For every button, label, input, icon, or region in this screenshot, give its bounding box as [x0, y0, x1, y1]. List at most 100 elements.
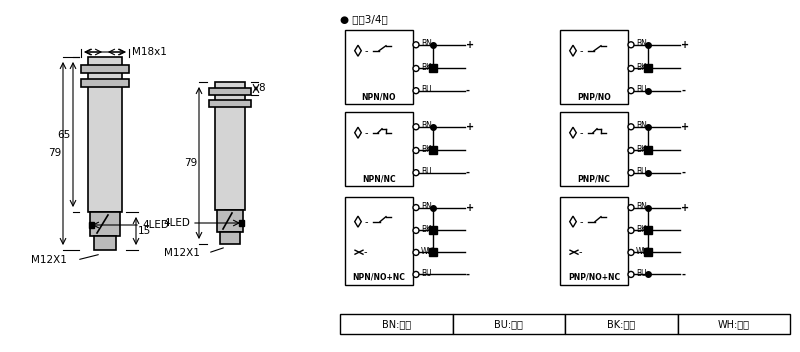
Text: BU: BU: [636, 85, 646, 94]
Text: PNP/NO+NC: PNP/NO+NC: [568, 273, 620, 282]
Bar: [560, 30, 628, 104]
Text: WH: WH: [421, 247, 434, 256]
Text: BN: BN: [636, 202, 647, 211]
Text: -: -: [681, 269, 685, 279]
Text: ● 直流3/4线: ● 直流3/4线: [340, 14, 388, 24]
Text: NPN/NO+NC: NPN/NO+NC: [353, 273, 406, 282]
Text: +: +: [466, 40, 474, 50]
Text: BK: BK: [636, 225, 646, 234]
Bar: [89, 222, 94, 228]
Text: BU:兰色: BU:兰色: [494, 319, 523, 329]
Bar: [644, 64, 652, 73]
Circle shape: [413, 42, 419, 48]
Text: BK: BK: [636, 145, 646, 154]
Text: BU: BU: [421, 167, 432, 176]
Circle shape: [628, 42, 634, 48]
Circle shape: [628, 170, 634, 176]
Bar: [88, 57, 122, 212]
Text: -: -: [466, 168, 470, 178]
Bar: [644, 146, 652, 155]
Text: -: -: [681, 86, 685, 96]
Circle shape: [413, 88, 419, 94]
Text: 79: 79: [48, 149, 61, 158]
Text: -: -: [580, 216, 583, 227]
Text: BU: BU: [636, 167, 646, 176]
Bar: [560, 197, 628, 285]
Bar: [215, 82, 245, 210]
Text: PNP/NC: PNP/NC: [578, 174, 610, 183]
Bar: [429, 64, 437, 73]
Circle shape: [628, 205, 634, 210]
Text: NPN/NC: NPN/NC: [362, 174, 396, 183]
Text: BN:棕色: BN:棕色: [382, 319, 411, 329]
Text: BU: BU: [421, 269, 432, 278]
Text: +: +: [681, 122, 689, 132]
Text: BK: BK: [421, 225, 431, 234]
Text: BN: BN: [421, 121, 432, 130]
Text: BU: BU: [636, 269, 646, 278]
Bar: [94, 236, 116, 250]
Text: -: -: [364, 247, 367, 257]
Text: BK: BK: [421, 63, 431, 72]
Text: 4LED: 4LED: [163, 218, 190, 228]
Bar: [644, 226, 652, 234]
Circle shape: [413, 170, 419, 176]
Text: 65: 65: [58, 130, 71, 139]
Circle shape: [413, 205, 419, 210]
Text: -: -: [580, 128, 583, 138]
Text: M18x1: M18x1: [132, 47, 167, 57]
Text: 8: 8: [258, 83, 265, 93]
Bar: [220, 232, 240, 244]
Circle shape: [628, 124, 634, 130]
Text: WH:白色: WH:白色: [718, 319, 750, 329]
Text: +: +: [466, 122, 474, 132]
Circle shape: [628, 271, 634, 277]
Bar: [560, 112, 628, 186]
Bar: [429, 146, 437, 155]
Circle shape: [413, 147, 419, 153]
Text: -: -: [466, 269, 470, 279]
Circle shape: [413, 65, 419, 71]
Circle shape: [413, 124, 419, 130]
Bar: [429, 249, 437, 257]
Text: BN: BN: [636, 121, 647, 130]
Circle shape: [628, 227, 634, 233]
Bar: [217, 210, 243, 232]
Bar: [345, 197, 413, 285]
Text: BK: BK: [636, 63, 646, 72]
Text: +: +: [681, 40, 689, 50]
Text: -: -: [588, 216, 591, 227]
Bar: [429, 226, 437, 234]
Text: NPN/NO: NPN/NO: [362, 92, 396, 101]
Circle shape: [413, 271, 419, 277]
Text: -: -: [365, 46, 369, 56]
Bar: [678, 314, 790, 334]
Circle shape: [413, 250, 419, 256]
Bar: [90, 212, 120, 236]
Text: +: +: [681, 202, 689, 213]
Text: -: -: [580, 46, 583, 56]
Text: BK:黑色: BK:黑色: [607, 319, 635, 329]
Text: -: -: [466, 86, 470, 96]
Text: -: -: [681, 168, 685, 178]
Bar: [239, 220, 244, 226]
Text: -: -: [579, 247, 582, 257]
Bar: [209, 100, 251, 107]
Bar: [209, 88, 251, 95]
Bar: [644, 249, 652, 257]
Text: 15: 15: [138, 226, 151, 236]
Bar: [81, 65, 129, 73]
Bar: [565, 314, 678, 334]
Text: -: -: [373, 216, 377, 227]
Text: BN: BN: [421, 202, 432, 211]
Circle shape: [628, 250, 634, 256]
Text: BN: BN: [636, 39, 647, 48]
Text: 4LED: 4LED: [142, 220, 169, 230]
Circle shape: [628, 65, 634, 71]
Bar: [340, 314, 453, 334]
Text: WH: WH: [636, 247, 650, 256]
Bar: [81, 79, 129, 87]
Text: PNP/NO: PNP/NO: [577, 92, 611, 101]
Circle shape: [628, 88, 634, 94]
Text: M12X1: M12X1: [164, 248, 200, 258]
